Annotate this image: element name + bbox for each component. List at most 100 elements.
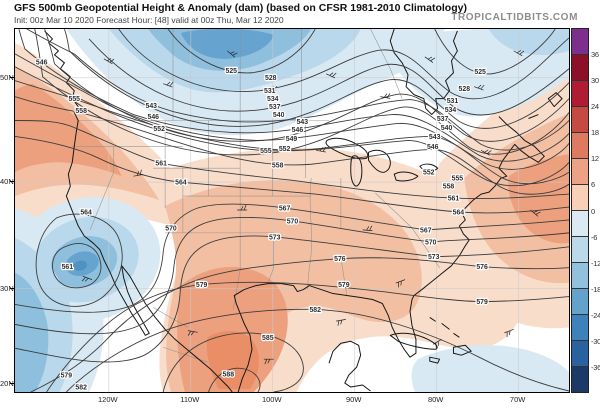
- anomaly-sw-wedge-core: [15, 272, 49, 392]
- anomaly-canada-trough-inner: [180, 29, 274, 59]
- contour-531: [88, 38, 569, 116]
- contour-561: [15, 120, 569, 200]
- coast-hispaniola: [452, 344, 472, 356]
- contour-label-573: 573: [428, 254, 440, 261]
- coast-gulf-atlantic: [233, 116, 545, 392]
- coast-cuba: [389, 332, 438, 350]
- height-contours: [15, 29, 569, 392]
- contour-543: [26, 29, 569, 151]
- contour-label-552: 552: [279, 146, 291, 153]
- colorbar-segment-0: [572, 29, 588, 55]
- contour-534: [63, 29, 569, 129]
- lake-superior: [325, 137, 369, 160]
- lake-ontario: [419, 163, 439, 172]
- anomaly-socal-core: [73, 260, 87, 271]
- wind-barb: [237, 204, 248, 211]
- colorbar-tick-30: 30: [591, 76, 599, 86]
- contour-528: [118, 29, 569, 100]
- contour-label-531: 531: [264, 88, 276, 95]
- contour-label-543: 543: [297, 119, 309, 126]
- wind-barb: [380, 93, 391, 99]
- contour-label-570: 570: [165, 225, 177, 232]
- contour-579: [46, 281, 569, 392]
- colorbar-segment-7: [572, 211, 588, 237]
- colorbar-tick-0: 0: [591, 206, 595, 216]
- colorbar-tick--6: -6: [591, 232, 598, 242]
- lake-erie: [393, 171, 419, 182]
- coast-bahamas: [429, 316, 460, 338]
- lat-label-30N: 30N: [0, 283, 14, 293]
- contour-label-579: 579: [61, 373, 73, 380]
- wind-barb: [395, 279, 406, 288]
- lat-label-40N: 40N: [0, 177, 14, 187]
- lat-label-20N: 20N: [0, 379, 14, 389]
- colorbar-segment-5: [572, 159, 588, 185]
- contour-558: [15, 96, 569, 195]
- contour-label-525: 525: [474, 69, 486, 76]
- contour-label-552: 552: [423, 170, 435, 177]
- wind-barb: [187, 330, 198, 336]
- contour-label-546: 546: [36, 59, 48, 66]
- contour-label-546: 546: [292, 127, 304, 134]
- anomaly-quebec-core: [489, 29, 569, 56]
- anomaly-colorbar: [571, 28, 589, 393]
- wind-barb: [133, 169, 144, 177]
- contour-label-564: 564: [175, 180, 187, 187]
- contour-label-567: 567: [420, 227, 432, 234]
- contour-label-561: 561: [62, 264, 74, 271]
- lat-tick: [10, 383, 14, 385]
- watermark-logo: TROPICALTIDBITS.COM: [451, 12, 578, 23]
- contour-label-546: 546: [147, 114, 159, 121]
- wind-barb: [266, 85, 277, 92]
- contour-555: [15, 80, 569, 185]
- contour-564: [15, 135, 569, 214]
- map-svg: 525 5255285285315315345345375375405405435…: [15, 29, 569, 392]
- coast-hudson-bay: [389, 29, 458, 116]
- contour-label-588: 588: [223, 372, 235, 379]
- lon-label-110W: 110W: [180, 395, 200, 404]
- lon-label-90W: 90W: [345, 395, 362, 404]
- wind-barb: [263, 358, 274, 365]
- lon-label-120W: 120W: [98, 395, 118, 404]
- contour-label-582: 582: [309, 307, 321, 314]
- colorbar-tick-12: 12: [591, 154, 599, 164]
- contour-label-555: 555: [452, 176, 464, 183]
- contour-label-573: 573: [269, 234, 281, 241]
- page-title: GFS 500mb Geopotential Height & Anomaly …: [14, 2, 467, 14]
- colorbar-tick--30: -30: [591, 336, 600, 346]
- contour-label-555: 555: [68, 96, 80, 103]
- contour-label-534: 534: [445, 107, 457, 114]
- contour-546: [18, 29, 569, 162]
- colorbar-segment-9: [572, 263, 588, 289]
- contour-label-540: 540: [441, 125, 453, 132]
- contour-label-549: 549: [286, 136, 298, 143]
- contour-585: [162, 332, 304, 392]
- colorbar-segment-2: [572, 81, 588, 107]
- contour-label-555: 555: [260, 148, 272, 155]
- colorbar-segment-10: [572, 289, 588, 315]
- contour-label-537: 537: [269, 104, 281, 111]
- contour-label-582: 582: [75, 384, 87, 391]
- wind-barb: [163, 81, 174, 88]
- wind-barb: [530, 209, 541, 217]
- contour-label-558: 558: [443, 184, 455, 191]
- coast-jamaica: [429, 356, 441, 364]
- lat-tick: [10, 76, 14, 78]
- contour-588: [208, 367, 261, 392]
- contour-525-b: [434, 29, 556, 75]
- colorbar-tick-6: 6: [591, 180, 595, 190]
- colorbar-segment-3: [572, 107, 588, 133]
- contour-537: [44, 29, 569, 142]
- contour-label-534: 534: [267, 96, 279, 103]
- lake-michigan: [350, 155, 363, 187]
- contour-label-528: 528: [459, 86, 471, 93]
- wind-barb: [336, 319, 346, 326]
- contour-label-576: 576: [476, 264, 488, 271]
- contour-573: [15, 235, 569, 363]
- contour-label-546: 546: [427, 144, 439, 151]
- anomaly-caribbean: [411, 345, 569, 392]
- contour-label-558: 558: [272, 163, 284, 170]
- contour-label-579: 579: [338, 282, 350, 289]
- wind-barb: [325, 72, 337, 79]
